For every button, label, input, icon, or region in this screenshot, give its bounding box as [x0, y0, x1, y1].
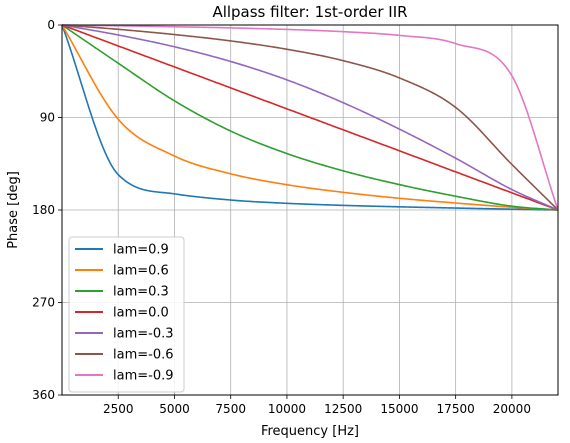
legend-label: lam=-0.3 — [113, 327, 174, 342]
series-line — [61, 24, 559, 211]
series-line — [61, 24, 559, 211]
x-tick-label: 10000 — [268, 402, 306, 416]
x-tick-label: 15000 — [380, 402, 418, 416]
chart-title: Allpass filter: 1st-order IIR — [212, 3, 407, 21]
series-line — [61, 24, 559, 211]
x-tick-label: 2500 — [103, 402, 134, 416]
series-line — [61, 24, 559, 211]
series-line — [61, 24, 559, 211]
legend-label: lam=0.6 — [113, 264, 169, 279]
legend-label: lam=0.0 — [113, 306, 169, 321]
legend-label: lam=0.3 — [113, 285, 169, 300]
legend-label: lam=-0.6 — [113, 348, 174, 363]
y-tick-label: 360 — [32, 388, 55, 402]
x-tick-label: 20000 — [493, 402, 531, 416]
y-axis-label: Phase [deg] — [6, 171, 21, 249]
y-tick-label: 90 — [40, 111, 55, 125]
series-line — [61, 24, 559, 211]
y-tick-label: 270 — [32, 296, 55, 310]
series-line — [61, 24, 559, 211]
legend-label: lam=-0.9 — [113, 369, 174, 384]
x-tick-label: 5000 — [159, 402, 190, 416]
y-tick-label: 0 — [47, 18, 55, 32]
x-axis-label: Frequency [Hz] — [261, 424, 359, 439]
y-tick-label: 180 — [32, 203, 55, 217]
legend: lam=0.9 lam=0.6 lam=0.3 lam=0.0 lam=-0.3 lam=… — [68, 236, 185, 393]
x-tick-label: 17500 — [437, 402, 475, 416]
x-tick-label: 7500 — [215, 402, 246, 416]
axis-ticks: 2500 5000 7500 10000 12500 15000 17500 20000 0 90… — [32, 18, 531, 416]
legend-label: lam=0.9 — [113, 243, 169, 258]
x-tick-label: 12500 — [324, 402, 362, 416]
series-lines — [61, 24, 559, 211]
